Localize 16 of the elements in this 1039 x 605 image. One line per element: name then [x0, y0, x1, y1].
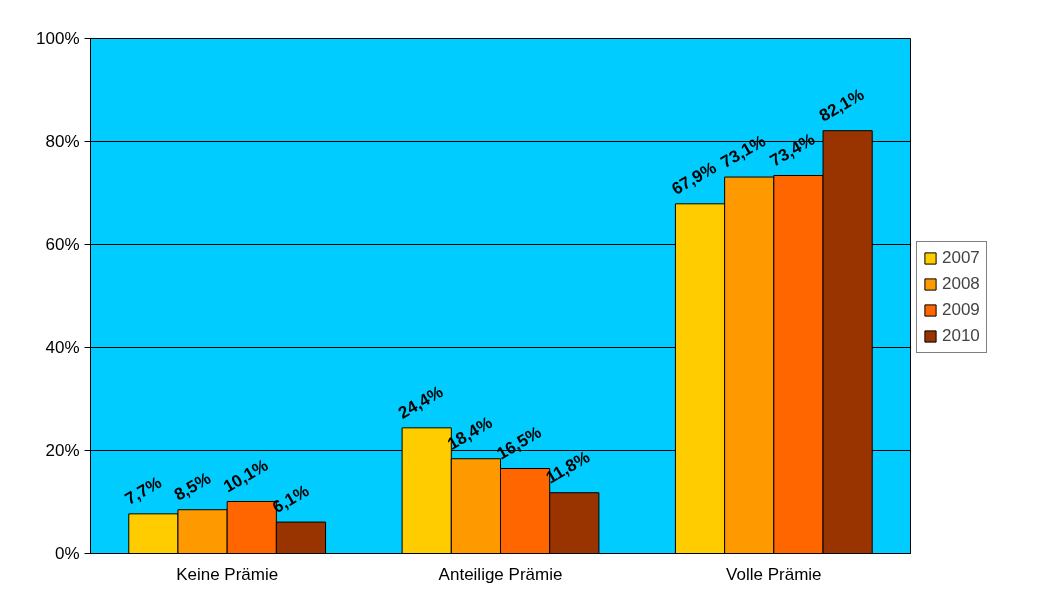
x-tick-label: Volle Prämie — [726, 564, 822, 584]
data-label: 7,7% — [121, 472, 165, 509]
y-tick-label: 100% — [36, 29, 80, 48]
y-tick-label: 0% — [54, 544, 80, 563]
legend-label: 2010 — [942, 326, 980, 346]
x-tick-label: Anteilige Prämie — [438, 564, 563, 584]
legend-label: 2007 — [942, 248, 980, 268]
data-label: 8,5% — [170, 468, 214, 505]
legend-label: 2008 — [942, 274, 980, 294]
y-tick-label: 20% — [45, 441, 80, 460]
y-tick-label: 60% — [45, 235, 80, 254]
x-tick-label: Keine Prämie — [176, 564, 279, 584]
y-tick-label: 80% — [45, 132, 80, 151]
data-label: 6,1% — [269, 481, 313, 517]
y-tick-label: 40% — [45, 338, 80, 357]
legend-label: 2009 — [942, 300, 980, 320]
